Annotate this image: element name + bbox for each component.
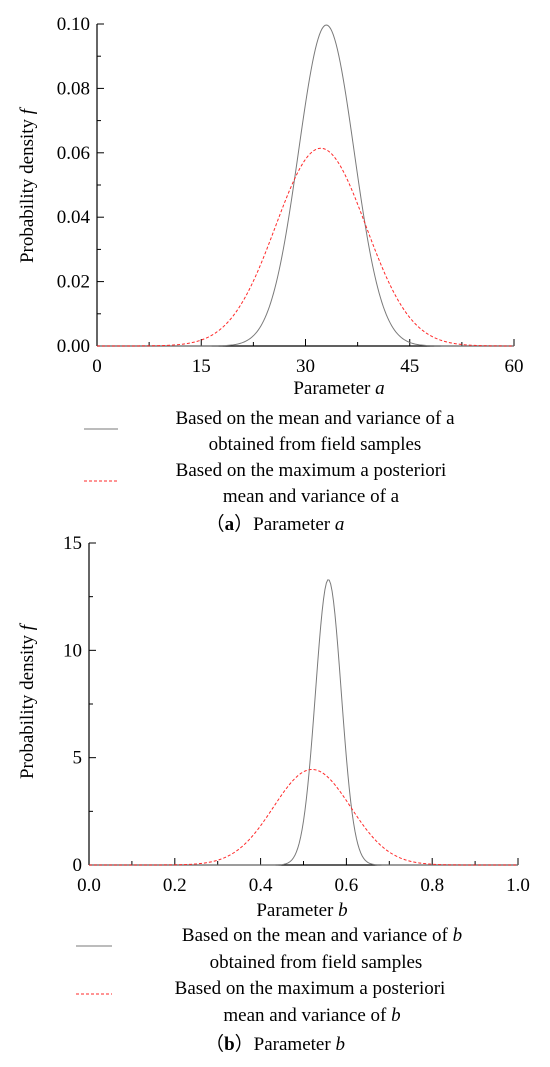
panel-b-xlabel: Parameter b — [256, 900, 347, 921]
panel-b-chart: Probability density f Parameter b Based … — [17, 533, 530, 1055]
x-tick-label: 0.8 — [420, 875, 444, 896]
y-tick-label: 10 — [63, 640, 82, 661]
legend-a-posterior-line2: mean and variance of a — [223, 486, 400, 507]
series-posterior-line — [97, 147, 514, 347]
legend-b-field-line2: obtained from field samples — [210, 952, 423, 973]
legend-b-posterior-line1: Based on the maximum a posteriori — [175, 978, 446, 999]
y-tick-label: 0.02 — [57, 272, 90, 293]
x-tick-label: 0.2 — [163, 875, 187, 896]
legend-a-field-line1: Based on the mean and variance of a — [175, 408, 455, 429]
y-tick-label: 0.00 — [57, 336, 90, 357]
x-tick-label: 0 — [92, 356, 102, 377]
panel-a-legend: Based on the mean and variance of a obta… — [84, 408, 455, 507]
x-tick-label: 0.0 — [77, 875, 101, 896]
y-tick-label: 0.04 — [57, 207, 91, 228]
legend-a-posterior-line1: Based on the maximum a posteriori — [176, 460, 447, 481]
panel-a-ylabel: Probability density f — [17, 106, 38, 263]
x-tick-label: 15 — [192, 356, 211, 377]
series-posterior-line — [89, 768, 518, 866]
legend-a-field-line2: obtained from field samples — [209, 434, 422, 455]
y-tick-label: 0.06 — [57, 143, 90, 164]
panel-a-chart: Probability density f Parameter a Based … — [17, 14, 524, 535]
panel-b-ylabel: Probability density f — [17, 622, 38, 779]
legend-b-posterior-line2: mean and variance of b — [223, 1005, 400, 1026]
x-tick-label: 60 — [505, 356, 524, 377]
y-tick-label: 15 — [63, 533, 82, 554]
panel-a-xlabel: Parameter a — [293, 378, 384, 399]
panel-b-legend: Based on the mean and variance of b obta… — [76, 925, 462, 1026]
panel-a-caption: （a）Parameter a — [206, 513, 345, 535]
y-tick-label: 0 — [73, 855, 83, 876]
panel-b-caption: （b）Parameter b — [205, 1033, 345, 1055]
series-field-samples-line — [97, 24, 514, 347]
series-field-samples-line — [89, 579, 518, 866]
x-tick-label: 1.0 — [506, 875, 530, 896]
legend-b-field-line1: Based on the mean and variance of b — [182, 925, 462, 946]
x-tick-label: 0.6 — [335, 875, 359, 896]
x-tick-label: 45 — [400, 356, 419, 377]
x-tick-label: 0.4 — [249, 875, 273, 896]
x-tick-label: 30 — [296, 356, 315, 377]
y-tick-label: 5 — [73, 748, 83, 769]
y-tick-label: 0.10 — [57, 14, 90, 35]
y-tick-label: 0.08 — [57, 78, 90, 99]
